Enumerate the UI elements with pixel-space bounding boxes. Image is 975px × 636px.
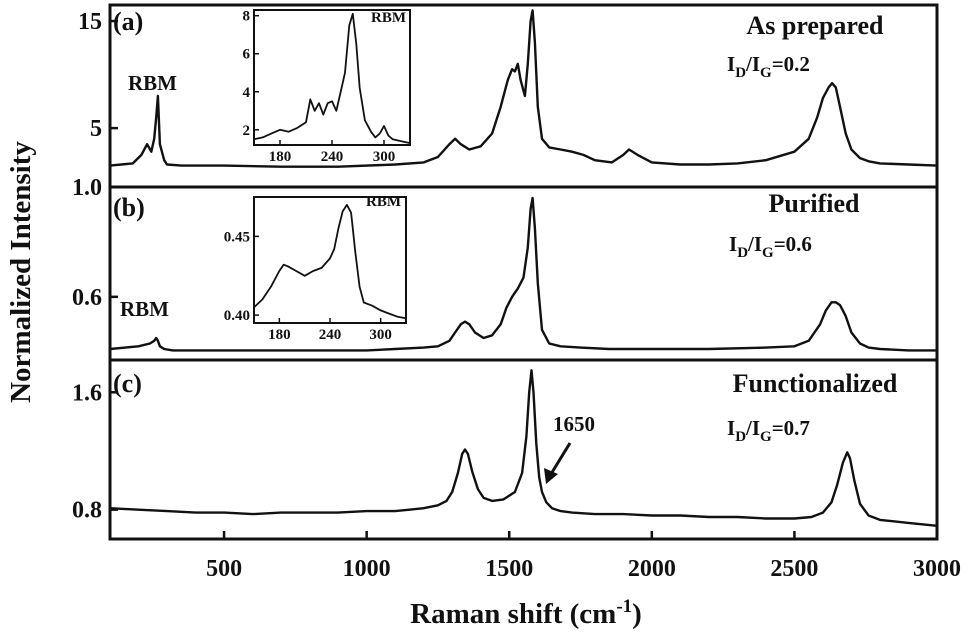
inset-ytick-label-0: 2 [243,123,251,139]
panel-2-title: Functionalized [733,369,898,398]
ratio-value: =0.6 [774,232,812,256]
ratio-slash: /I [747,232,762,256]
ratio-value: =0.7 [772,416,810,440]
panel-0: 5 15 (a) As prepared ID/IG=0.2 RBM 180 240 300 2 4… [78,7,938,168]
ratio-sub-d: D [735,65,746,81]
x-axis-label: Raman shift (cm-1) [410,596,642,630]
panel-1-ytick-label-0: 0.6 [72,285,102,311]
panel-1-title: Purified [769,189,861,218]
inset-xtick-label-1: 240 [319,327,342,343]
panel-0-inset: 180 240 300 2 4 6 8 RBM [243,9,411,165]
x-axis-label-close: ) [632,598,642,630]
y-axis-label: Normalized Intensity [5,141,37,403]
xtick-label-3: 2000 [628,556,676,582]
panel-1-series-0 [109,196,937,352]
panel-2: 0.8 1.6 (c) Functionalized ID/IG=0.7 1650 [72,369,938,527]
panel-2-ratio: ID/IG=0.7 [727,416,810,445]
panel-2-ytick-label-0: 0.8 [72,498,102,524]
inset-annotation: RBM [366,194,401,210]
inset-xtick-label-0: 180 [268,327,291,343]
panel-1-tag: (b) [113,193,145,222]
inset-xtick-label-0: 180 [269,149,292,165]
ratio-prefix: I [727,52,735,76]
ratio-prefix: I [729,232,737,256]
panel-0-ytick-label-0: 5 [90,116,102,142]
panel-0-tag: (a) [113,7,143,36]
panel-2-ytick-label-1: 1.6 [72,380,102,406]
inset-frame [253,196,407,324]
panel-2-tag: (c) [113,369,142,398]
ratio-sub-g: G [760,429,772,445]
inset-ytick-label-2: 6 [243,47,251,63]
xtick-label-1: 1000 [343,556,391,582]
ratio-sub-g: G [762,245,774,261]
inset-annotation: RBM [371,10,406,26]
ratio-prefix: I [727,416,735,440]
panel-1-annotation: RBM [120,297,169,321]
panel-1-ytick-label-1: 1.0 [72,175,102,201]
inset-xtick-label-1: 240 [321,149,344,165]
ratio-slash: /I [745,416,760,440]
plot-frame [108,3,939,541]
x-axis-label-sup: -1 [616,596,632,617]
panel-0-ratio: ID/IG=0.2 [727,52,810,81]
annotation-arrow-shaft [549,442,572,475]
inset-ytick-label-1: 0.45 [224,229,250,245]
panel-2-series-0 [109,369,938,527]
inset-xtick-label-2: 300 [373,149,396,165]
ratio-value: =0.2 [772,52,810,76]
ratio-sub-g: G [760,65,772,81]
annotation-arrow-head [544,468,558,484]
x-axis-label-main: Raman shift (cm [410,598,616,630]
xtick-label-2: 1500 [485,556,533,582]
inset-ytick-label-1: 4 [243,85,251,101]
ratio-sub-d: D [737,245,748,261]
panel-1-ratio: ID/IG=0.6 [729,232,812,261]
inset-xtick-label-2: 300 [369,327,392,343]
xtick-label-4: 2500 [770,556,818,582]
panel-0-series-0 [109,9,938,168]
ratio-sub-d: D [735,429,746,445]
panel-1-inset: 180 240 300 0.40 0.45 RBM [224,194,407,343]
x-axis: 500 1000 1500 2000 2500 3000 [206,531,961,582]
xtick-label-0: 500 [206,556,242,582]
panel-0-ytick-label-1: 15 [78,9,102,35]
inset-ytick-label-3: 8 [243,9,251,25]
xtick-label-5: 3000 [913,556,961,582]
panel-1: 0.6 1.0 (b) Purified ID/IG=0.6 RBM 180 240 300 0.… [72,175,937,352]
ratio-slash: /I [745,52,760,76]
inset-series-0 [253,12,411,144]
inset-frame [253,9,411,146]
inset-ytick-label-0: 0.40 [224,308,250,324]
panel-0-title: As prepared [747,11,885,40]
inset-series-0 [253,203,407,320]
panel-0-annotation: RBM [128,71,177,95]
panel-2-annotation: 1650 [553,412,595,436]
